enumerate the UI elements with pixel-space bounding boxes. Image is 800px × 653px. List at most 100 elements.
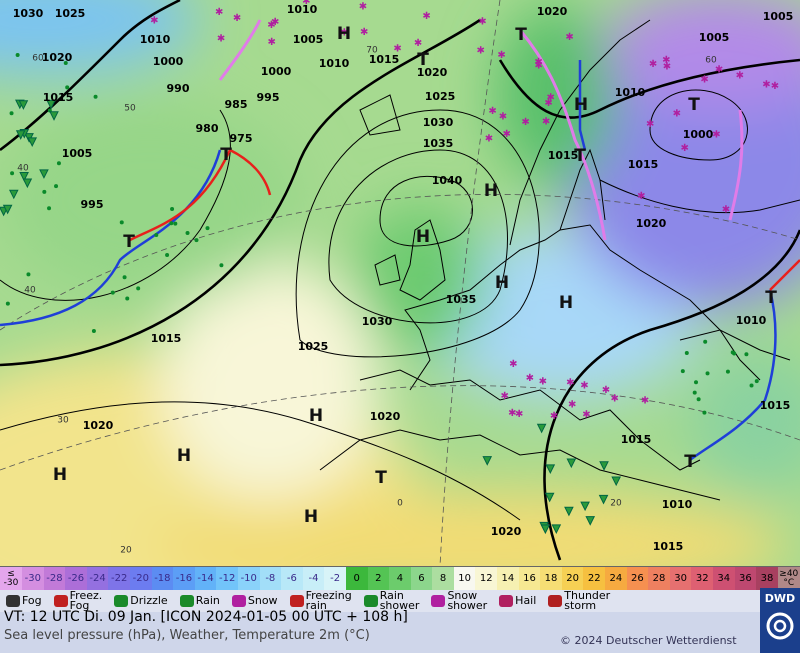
legend-item: Fog xyxy=(0,590,48,612)
pressure-center: T xyxy=(765,288,777,308)
isobar-label: 1015 xyxy=(548,149,579,162)
snow-symbol: ✱ xyxy=(542,117,550,128)
mild-area xyxy=(495,5,615,185)
snow-symbol: ✱ xyxy=(602,385,610,396)
legend-label: Thunder storm xyxy=(564,589,611,612)
isobar xyxy=(498,58,800,119)
snow-symbol: ✱ xyxy=(565,32,573,43)
isobars xyxy=(0,0,800,561)
isobar-label: 1020 xyxy=(417,66,448,79)
scale-cell: 8 xyxy=(432,567,454,591)
pressure-center: T xyxy=(220,145,232,165)
copyright: © 2024 Deutscher Wetterdienst xyxy=(560,634,737,647)
legend-label: Drizzle xyxy=(130,594,168,607)
logo-text: DWD xyxy=(764,592,796,605)
rain-symbol xyxy=(194,238,199,243)
isobar xyxy=(0,18,481,367)
scale-cell: 2 xyxy=(367,567,390,591)
scale-cell: 20 xyxy=(561,567,584,591)
rain-symbol xyxy=(65,85,70,90)
isobar-label: 1035 xyxy=(446,293,477,306)
pressure-center: T xyxy=(123,232,135,252)
scale-cell: 14 xyxy=(497,567,519,591)
pressure-center: H xyxy=(574,95,588,115)
scale-cell: -26 xyxy=(65,567,87,591)
scale-cell: -14 xyxy=(194,567,217,591)
scale-cell: -30 xyxy=(22,567,44,591)
temperature-label: 20 xyxy=(610,499,622,509)
legend-label: Rain shower xyxy=(379,589,420,612)
snow-symbol: ✱ xyxy=(217,33,225,44)
coast xyxy=(399,219,446,301)
cold-area xyxy=(600,0,800,110)
rain-symbol xyxy=(219,263,224,268)
isobar-label: 1010 xyxy=(287,3,318,16)
shower-symbol xyxy=(19,171,29,182)
rain-symbol xyxy=(136,286,141,291)
coast xyxy=(319,429,721,501)
pressure-center: H xyxy=(53,465,67,485)
pressure-center: H xyxy=(484,181,498,201)
rain-symbol xyxy=(154,233,159,238)
snow-symbol: ✱ xyxy=(534,57,542,68)
rain-symbol xyxy=(725,369,730,374)
legend-symbol xyxy=(114,595,129,607)
isobar-label: 1015 xyxy=(43,91,74,104)
snow-symbol: ✱ xyxy=(499,111,507,122)
isobar-label: 1030 xyxy=(362,315,393,328)
rain-symbol xyxy=(26,272,31,277)
isobar-label: 985 xyxy=(225,98,248,111)
scale-cell: -12 xyxy=(216,567,238,591)
snow-symbol: ✱ xyxy=(681,143,689,154)
isobar-label: 1015 xyxy=(151,332,182,345)
isobar xyxy=(295,109,540,358)
shower-symbol xyxy=(580,501,590,512)
weather-symbols: ✱✱✱✱✱✱✱ ✱✱✱ ✱✱✱✱✱✱✱✱✱✱✱✱✱✱✱✱✱✱✱✱✱✱✱✱✱✱✱✱✱✱… xyxy=(0,0,779,535)
temperature-label: 30 xyxy=(57,416,69,426)
snow-symbol: ✱ xyxy=(422,11,430,22)
warm-area xyxy=(150,490,790,566)
scale-cell: 30 xyxy=(669,567,692,591)
shower-symbol xyxy=(598,494,609,505)
isobar xyxy=(0,0,181,152)
rain-symbol xyxy=(694,380,699,385)
scale-cell: 12 xyxy=(475,567,498,591)
scale-cell: -28 xyxy=(43,567,66,591)
legend-item: Hail xyxy=(493,590,542,612)
rain-symbol xyxy=(110,290,115,295)
shower-symbol xyxy=(22,178,33,189)
rain-symbol xyxy=(93,94,98,99)
snow-symbol: ✱ xyxy=(568,399,576,410)
isobar-label: 1010 xyxy=(140,33,171,46)
isobar-label: 1040 xyxy=(432,174,463,187)
snow-symbol: ✱ xyxy=(736,71,744,82)
legend-symbol xyxy=(53,595,68,607)
snow-symbol: ✱ xyxy=(566,378,574,389)
isobar-label: 1005 xyxy=(699,31,730,44)
mild-area xyxy=(0,100,300,300)
snow-symbol: ✱ xyxy=(393,43,401,54)
rain-symbol xyxy=(47,206,52,211)
isobar-label: 1000 xyxy=(261,65,292,78)
rain-symbol xyxy=(705,371,710,376)
isobar-label: 1020 xyxy=(491,525,522,538)
temperature-label: 60 xyxy=(705,56,717,66)
shower-symbol xyxy=(15,130,26,140)
legend-symbol xyxy=(548,595,563,607)
coast xyxy=(359,94,401,136)
temperature-scale: ≤ -30 -30 -28 -26 -24 -22 -20 -18 -16 -14 -12 -10 -8… xyxy=(0,566,800,591)
snow-symbol: ✱ xyxy=(497,50,505,61)
scale-cell: ≤ -30 xyxy=(0,567,22,591)
isobar-label: 1015 xyxy=(653,540,684,553)
rain-symbol xyxy=(63,60,68,65)
scale-cell: -20 xyxy=(129,567,152,591)
snow-symbol: ✱ xyxy=(477,45,485,56)
shower-symbol xyxy=(18,100,29,110)
snow-symbol: ✱ xyxy=(771,81,779,92)
legend-symbol xyxy=(499,595,514,607)
temperature-label: 60 xyxy=(32,54,44,64)
scale-cell: 18 xyxy=(540,567,562,591)
warm-front xyxy=(769,259,800,291)
isobar xyxy=(0,401,521,521)
snow-symbol: ✱ xyxy=(360,27,368,38)
